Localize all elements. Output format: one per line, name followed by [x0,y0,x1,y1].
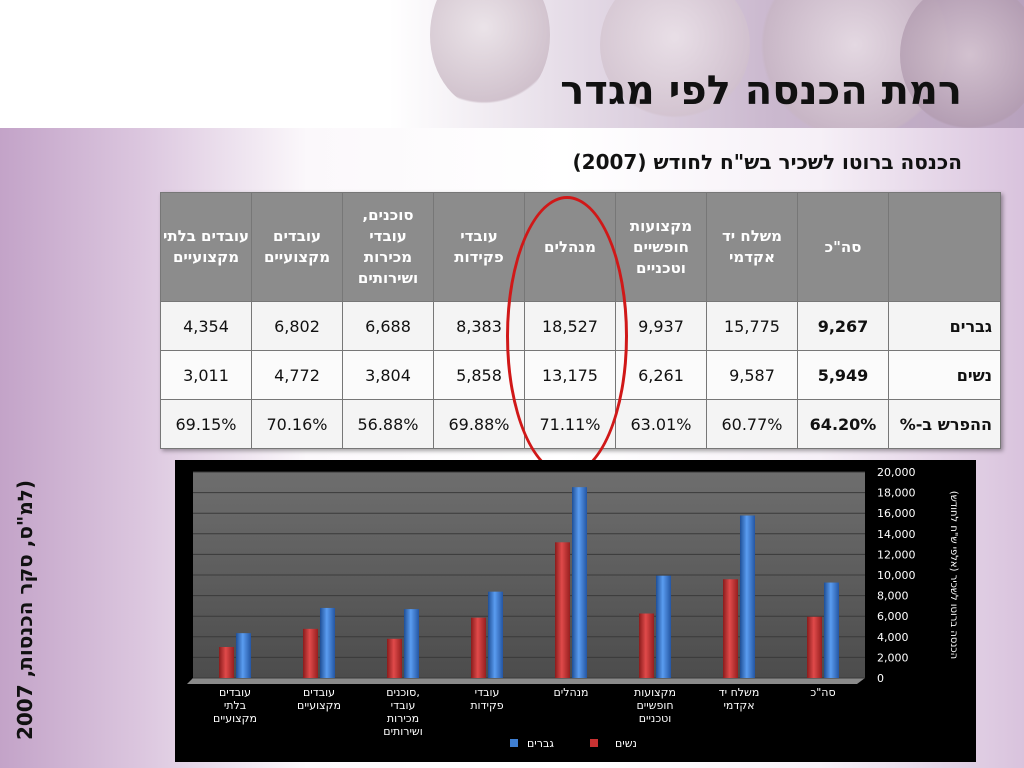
bar-chart-svg: 0 2,000 4,000 6,000 8,000 10,000 12,000 14,000 1… [187,466,959,750]
bar-women [555,542,570,678]
y-tick-label: 14,000 [877,528,916,541]
y-tick-label: 6,000 [877,610,909,623]
table-cell: 3,804 [342,350,434,400]
y-tick-label: 18,000 [877,487,916,500]
table-cell: 4,354 [160,301,252,351]
y-tick-label: 8,000 [877,590,909,603]
y-tick-label: 12,000 [877,548,916,561]
bar-men [824,582,839,678]
table-cell: 6,261 [615,350,707,400]
x-tick-label: עובדי [391,699,416,712]
bar-women [723,579,738,678]
y-tick-label: 0 [877,672,884,685]
row-label: ההפרש ב-% [888,399,1001,449]
column-header: מקצועות חופשיים וטכניים [615,192,707,302]
bar-men [236,633,251,678]
table-header-row: עובדים בלתי מקצועיים עובדים מקצועיים סוכ… [160,192,1001,302]
x-tick-label: עובדי [475,686,500,699]
bar-men [320,607,335,678]
table-cell: 9,587 [706,350,798,400]
table-cell: 15,775 [706,301,798,351]
legend-swatch-women [590,739,598,747]
table-cell: 69.15% [160,399,252,449]
bar-women [219,646,234,678]
x-tick-label: מקצועיים [297,699,341,712]
table-cell: 9,937 [615,301,707,351]
column-header: סוכנים, עובדי מכירות ושירותים [342,192,434,302]
y-tick-label: 4,000 [877,631,909,644]
bar-men [656,575,671,678]
bar-chart: 0 2,000 4,000 6,000 8,000 10,000 12,000 14,000 1… [175,460,976,762]
bar-men [740,515,755,678]
bar-men [404,609,419,678]
header-photo [600,0,750,120]
source-note: (למ"ס, סקר הכנסות, 2007 [7,465,43,755]
y-axis-label: הכנסה ברוטו לשכיר (אלפי ש"ח לחודש) [948,491,959,659]
x-tick-label: וטכניים [639,712,672,725]
table-cell: 63.01% [615,399,707,449]
table-cell-total: 5,949 [797,350,889,400]
table-cell-total: 9,267 [797,301,889,351]
table-cell: 60.77% [706,399,798,449]
legend-label-men: גברים [527,737,554,750]
table-subtitle: הכנסה ברוטו לשכיר בש"ח לחודש (2007) [572,150,962,174]
x-tick-label: עובדים [303,686,335,699]
bar-women [807,616,822,678]
bar-men [572,487,587,678]
column-header-empty [888,192,1001,302]
row-label: נשים [888,350,1001,400]
x-tick-label: בלתי [224,699,246,712]
x-tick-label: מקצועיים [213,712,257,725]
bar-men [488,591,503,678]
x-tick-label: סוכנים, [386,686,420,699]
x-tick-label: עובדים [219,686,251,699]
table-cell: 70.16% [251,399,343,449]
table-cell: 56.88% [342,399,434,449]
x-tick-label: משלח יד [719,686,760,699]
header-photo [900,0,1024,128]
bar-women [387,638,402,678]
column-header: עובדי פקידות [433,192,525,302]
legend-label-women: נשים [615,737,637,750]
x-tick-label: פקידות [470,699,503,712]
table-cell-total: 64.20% [797,399,889,449]
y-tick-label: 10,000 [877,569,916,582]
column-header: משלח יד אקדמי [706,192,798,302]
table-cell: 69.88% [433,399,525,449]
x-tick-label: מכירות [387,712,419,725]
bar-women [639,613,654,678]
x-tick-label: ושירותים [383,725,422,738]
x-tick-label: מקצועות [634,686,676,699]
header-banner: רמת הכנסה לפי מגדר [0,0,1024,128]
y-tick-label: 2,000 [877,651,909,664]
column-header: עובדים מקצועיים [251,192,343,302]
bar-women [303,628,318,678]
x-tick-label: אקדמי [723,699,754,712]
x-tick-label: מנהלים [553,686,588,699]
table-cell: 6,802 [251,301,343,351]
row-label: גברים [888,301,1001,351]
column-header: עובדים בלתי מקצועיים [160,192,252,302]
highlight-oval [506,196,628,476]
table-cell: 6,688 [342,301,434,351]
y-tick-label: 20,000 [877,466,916,479]
page-title: רמת הכנסה לפי מגדר [560,68,962,114]
y-tick-label: 16,000 [877,507,916,520]
x-tick-label: סה"כ [810,686,835,699]
header-photo [430,0,550,110]
column-header: סה"כ [797,192,889,302]
x-tick-label: חופשיים [636,699,673,712]
chart-floor [187,678,865,684]
table-cell: 3,011 [160,350,252,400]
legend-swatch-men [510,739,518,747]
bar-women [471,617,486,678]
source-note-text: (למ"ס, סקר הכנסות, 2007 [13,479,37,741]
table-cell: 4,772 [251,350,343,400]
